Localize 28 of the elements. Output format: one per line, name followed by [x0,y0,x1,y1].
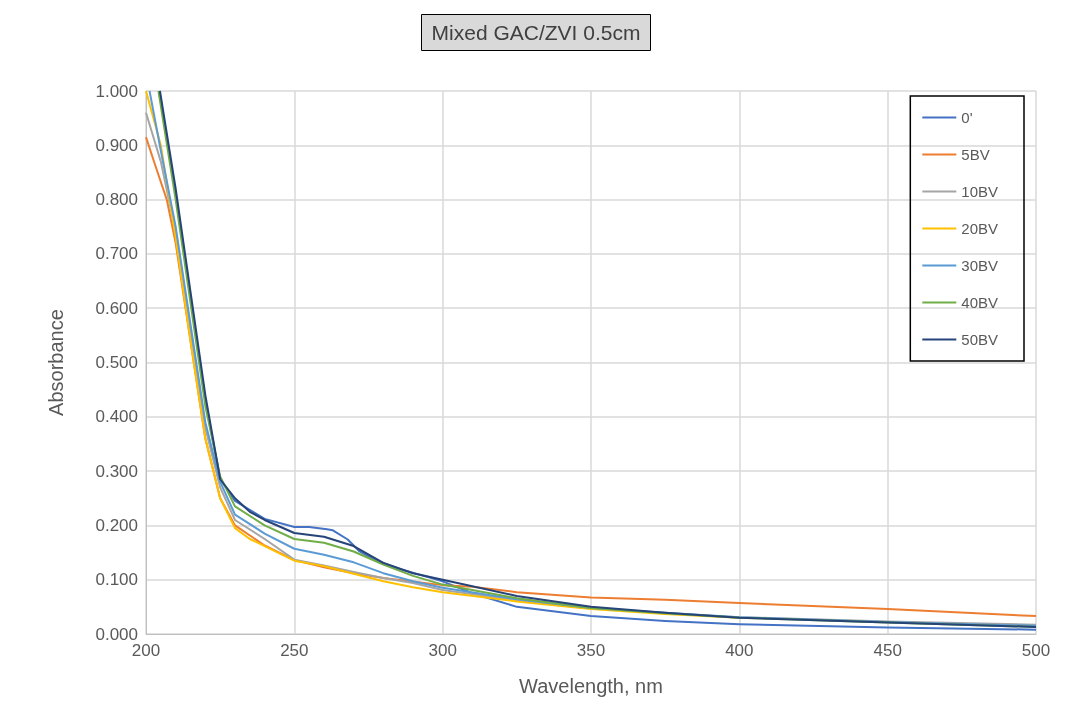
y-axis-title: Absorbance [45,309,67,416]
y-tick-label: 1.000 [95,81,138,101]
y-tick-label: 0.600 [95,298,138,318]
y-tick-label: 0.800 [95,190,138,210]
y-tick-label: 0.200 [95,515,138,535]
legend-label: 20BV [961,220,999,237]
legend-label: 10BV [961,183,999,200]
x-tick-label: 250 [280,641,309,660]
legend-label: 30BV [961,257,999,274]
x-tick-label: 200 [131,641,161,660]
x-tick-label: 450 [873,641,902,660]
x-tick-label: 300 [428,641,457,660]
legend-label: 5BV [961,146,990,163]
x-tick-label: 400 [725,641,754,660]
chart-title: Mixed GAC/ZVI 0.5cm [431,21,641,44]
y-tick-label: 0.400 [95,407,138,427]
y-tick-label: 0.700 [95,244,138,264]
legend-label: 40BV [961,294,999,311]
y-tick-label: 0.500 [95,353,138,372]
x-tick-label: 500 [1021,641,1051,660]
legend-label: 50BV [961,331,999,348]
y-tick-label: 0.100 [95,570,138,590]
y-tick-label: 0.900 [95,135,138,155]
x-axis-title: Wavelength, nm [519,675,663,697]
y-tick-label: 0.300 [95,461,138,481]
x-tick-label: 350 [576,641,606,660]
legend-label: 0' [961,109,973,126]
y-tick-label: 0.000 [95,624,138,644]
